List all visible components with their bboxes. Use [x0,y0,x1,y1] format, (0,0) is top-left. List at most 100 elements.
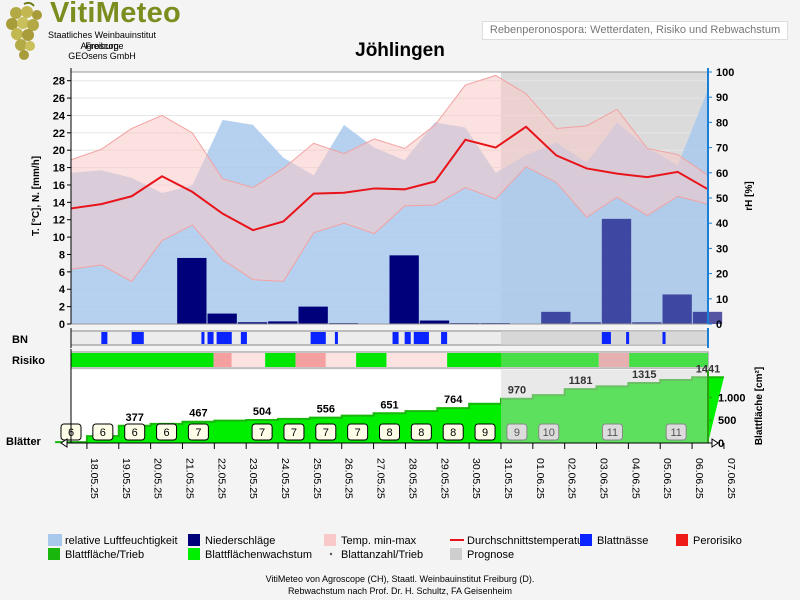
x-tick-label: 20.05.25 [152,458,164,499]
leaf-area-value: 970 [508,385,526,397]
org-line-1: Staatliches Weinbauinstitut Freiburg [48,30,156,51]
legend: relative Luftfeuchtigkeit Niederschläge Te… [48,534,742,561]
footer-line-2: Rebwachstum nach Prof. Dr. H. Schultz, F… [287,586,513,596]
legend-swatch [48,548,60,560]
precip-bar [237,322,268,324]
precip-bar [389,255,419,324]
x-tick-label: 07.06.25 [725,458,737,499]
legend-swatch [188,548,200,560]
main-panel: 0246810121416182022242628010203040506070… [53,67,735,331]
x-tick-label: 18.05.25 [88,458,100,499]
y-left-tick-label: 10 [53,232,65,244]
risk-segment [325,353,357,367]
axis-titles: T. [°C], N. [mm/h] rH [%] Blattfläche [cm²… [31,156,765,445]
leaf-wetness-mark [441,332,448,344]
grape-icon [6,1,42,60]
y-right-tick-label: 50 [716,193,728,205]
leaf-count-box [283,423,305,441]
y-right-tick-label: 90 [716,92,728,104]
leaf-wetness-mark [334,332,338,344]
y-left-title: T. [°C], N. [mm/h] [31,156,42,236]
x-tick-label: 05.06.25 [661,458,673,499]
leaf-area-value: 467 [189,408,207,420]
x-tick-label: 29.05.25 [438,458,450,499]
legend-label: Blattflächenwachstum [205,549,312,561]
legend-swatch [676,534,688,546]
risk-segment [295,353,326,367]
legend-label: relative Luftfeuchtigkeit [65,535,178,547]
x-tick-label: 22.05.25 [215,458,227,499]
risk-segment [231,353,266,367]
y-left-tick-label: 4 [59,284,66,296]
legend-swatch [324,534,336,546]
x-tick-label: 06.06.25 [693,458,705,499]
bn-panel: BN [12,328,709,348]
leaf-count-value: 8 [450,427,456,439]
leaf-count-value: 7 [291,427,297,439]
y-right-tick-label: 40 [716,218,728,230]
x-axis-arrow-left [60,438,68,448]
legend-swatch [580,534,592,546]
y-left-tick-label: 20 [53,145,65,157]
leaf-count-box [442,423,464,441]
x-tick-label: 23.05.25 [247,458,259,499]
leaf-area-value: 764 [444,394,463,406]
leaf-wetness-mark [413,332,429,344]
leaf-wetness-mark [101,332,108,344]
legend-label: Durchschnittstemperatur [467,535,587,547]
leaf-axis-tick-label: 0 [718,438,724,450]
footer-line-1: VitiMeteo von Agroscope (CH), Staatl. We… [265,574,535,584]
leaf-wetness-mark [201,332,205,344]
risk-label: Risiko [12,355,45,367]
leaf-count-box [251,423,273,441]
leaf-count-value: 7 [323,427,329,439]
leaf-count-box [474,423,496,441]
leaf-wetness-mark [240,332,247,344]
risk-segment [213,353,232,367]
leaf-wetness-mark [662,332,666,344]
y-right-tick-label: 20 [716,269,728,281]
leaf-count-value: 10 [543,427,555,439]
x-tick-label: 31.05.25 [502,458,514,499]
leaf-count-value: 7 [355,427,361,439]
leaf-wetness-mark [310,332,326,344]
leaf-count-value: 11 [607,427,618,439]
risk-segment [71,353,214,367]
leaf-wetness-mark [601,332,611,344]
legend-swatch [188,534,200,546]
leaf-wetness-mark [626,332,630,344]
brand-title: VitiMeteo [50,0,182,29]
leaf-count-box [410,423,432,441]
x-tick-label: 26.05.25 [343,458,355,499]
y-left-tick-label: 18 [53,163,65,175]
leaf-count-value: 8 [418,427,424,439]
precip-bar [601,218,632,324]
leaf-count-box [665,423,687,441]
y-left-tick-label: 6 [59,267,65,279]
y-left-tick-label: 16 [53,180,65,192]
leaf-count-value: 6 [132,427,138,439]
temp-max-line [70,74,709,189]
leaf-axis-title: Blattfläche [cm²] [754,367,765,445]
leaf-count-box [92,423,114,441]
risk-segment [598,353,630,367]
leaf-area-value: 651 [380,399,398,411]
station-title: Jöhlingen [355,40,445,61]
leaf-count-value: 7 [259,427,265,439]
precip-bar [541,311,571,324]
leaf-area-value: 556 [317,404,335,416]
temp-minmax-band [71,75,708,282]
leaf-wetness-mark [404,332,411,344]
y-left-tick-label: 0 [59,319,65,331]
x-tick-label: 04.06.25 [629,458,641,499]
precip-bar [571,322,601,324]
leaf-area-value: 377 [126,412,144,424]
risk-segment [629,353,708,367]
y-left-tick-label: 26 [53,93,65,105]
leaf-wetness-mark [392,332,399,344]
precip-bar [268,321,298,324]
leaf-count-box [506,423,528,441]
logo: VitiMeteo Staatliches Weinbauinstitut Fr… [0,0,200,62]
x-tick-label: 24.05.25 [279,458,291,499]
